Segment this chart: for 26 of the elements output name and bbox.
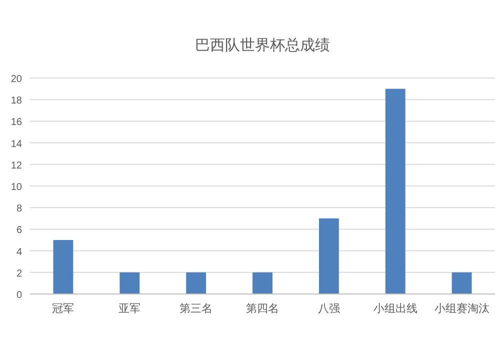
- bar: [252, 272, 272, 294]
- x-tick-label: 八强: [318, 303, 340, 315]
- x-tick-label: 小组赛淘汰: [434, 302, 490, 315]
- x-tick-label: 小组出线: [373, 302, 418, 315]
- y-tick-label: 0: [16, 290, 22, 301]
- bar: [318, 218, 339, 294]
- bar: [120, 272, 140, 294]
- bar: [53, 240, 74, 294]
- y-tick-label: 6: [16, 225, 22, 236]
- y-tick-label: 18: [10, 96, 22, 107]
- y-tick-label: 16: [10, 117, 22, 128]
- x-tick-label: 第三名: [180, 303, 213, 315]
- x-tick-label: 第四名: [246, 303, 279, 315]
- x-tick-label: 冠军: [52, 303, 74, 315]
- bar: [385, 88, 406, 294]
- y-tick-label: 12: [10, 160, 22, 172]
- bar: [186, 272, 206, 294]
- bar: [452, 272, 472, 294]
- y-tick-label: 14: [10, 138, 22, 150]
- y-tick-label: 10: [10, 182, 22, 193]
- y-tick-label: 8: [16, 204, 22, 215]
- y-tick-label: 20: [10, 74, 22, 85]
- chart-title: 巴西队世界杯总成绩: [195, 37, 330, 54]
- y-tick-label: 2: [16, 268, 22, 280]
- x-tick-label: 亚军: [118, 303, 141, 315]
- y-tick-label: 4: [16, 246, 22, 258]
